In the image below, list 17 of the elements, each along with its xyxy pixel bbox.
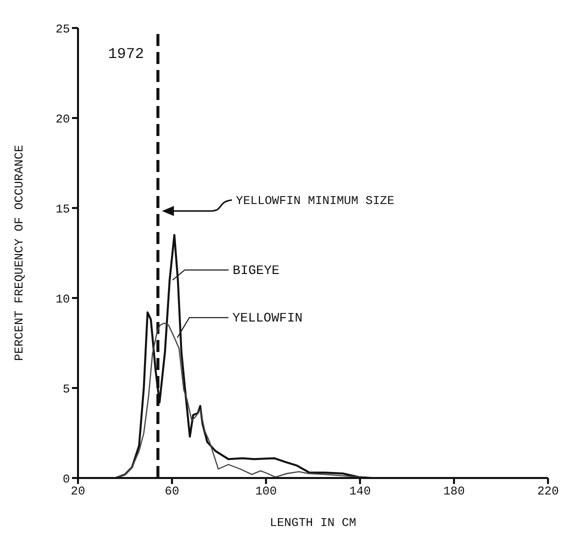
x-tick-label: 140: [349, 484, 371, 499]
text: YELLOWFIN: [232, 310, 303, 326]
y-tick-label: 0: [62, 472, 70, 486]
y-tick-label: 15: [56, 202, 70, 216]
annotation: YELLOWFIN MINIMUM SIZE: [236, 194, 394, 208]
legend-label: BIGEYE: [232, 263, 280, 278]
x-tick-label: 180: [443, 484, 465, 499]
y-tick-label: 5: [62, 382, 70, 396]
y-tick-label: 25: [56, 22, 70, 36]
y-axis-title: PERCENT FREQUENCY OF OCCURANCE: [12, 144, 26, 362]
y-tick-label: 10: [56, 292, 70, 306]
y-tick-label: 20: [56, 112, 70, 126]
x-tick-label: 100: [255, 484, 277, 499]
x-axis-title: LENGTH IN CM: [270, 516, 356, 530]
x-tick-label: 220: [537, 484, 559, 499]
text: 1972: [108, 46, 144, 63]
x-tick-label: 60: [164, 484, 180, 499]
